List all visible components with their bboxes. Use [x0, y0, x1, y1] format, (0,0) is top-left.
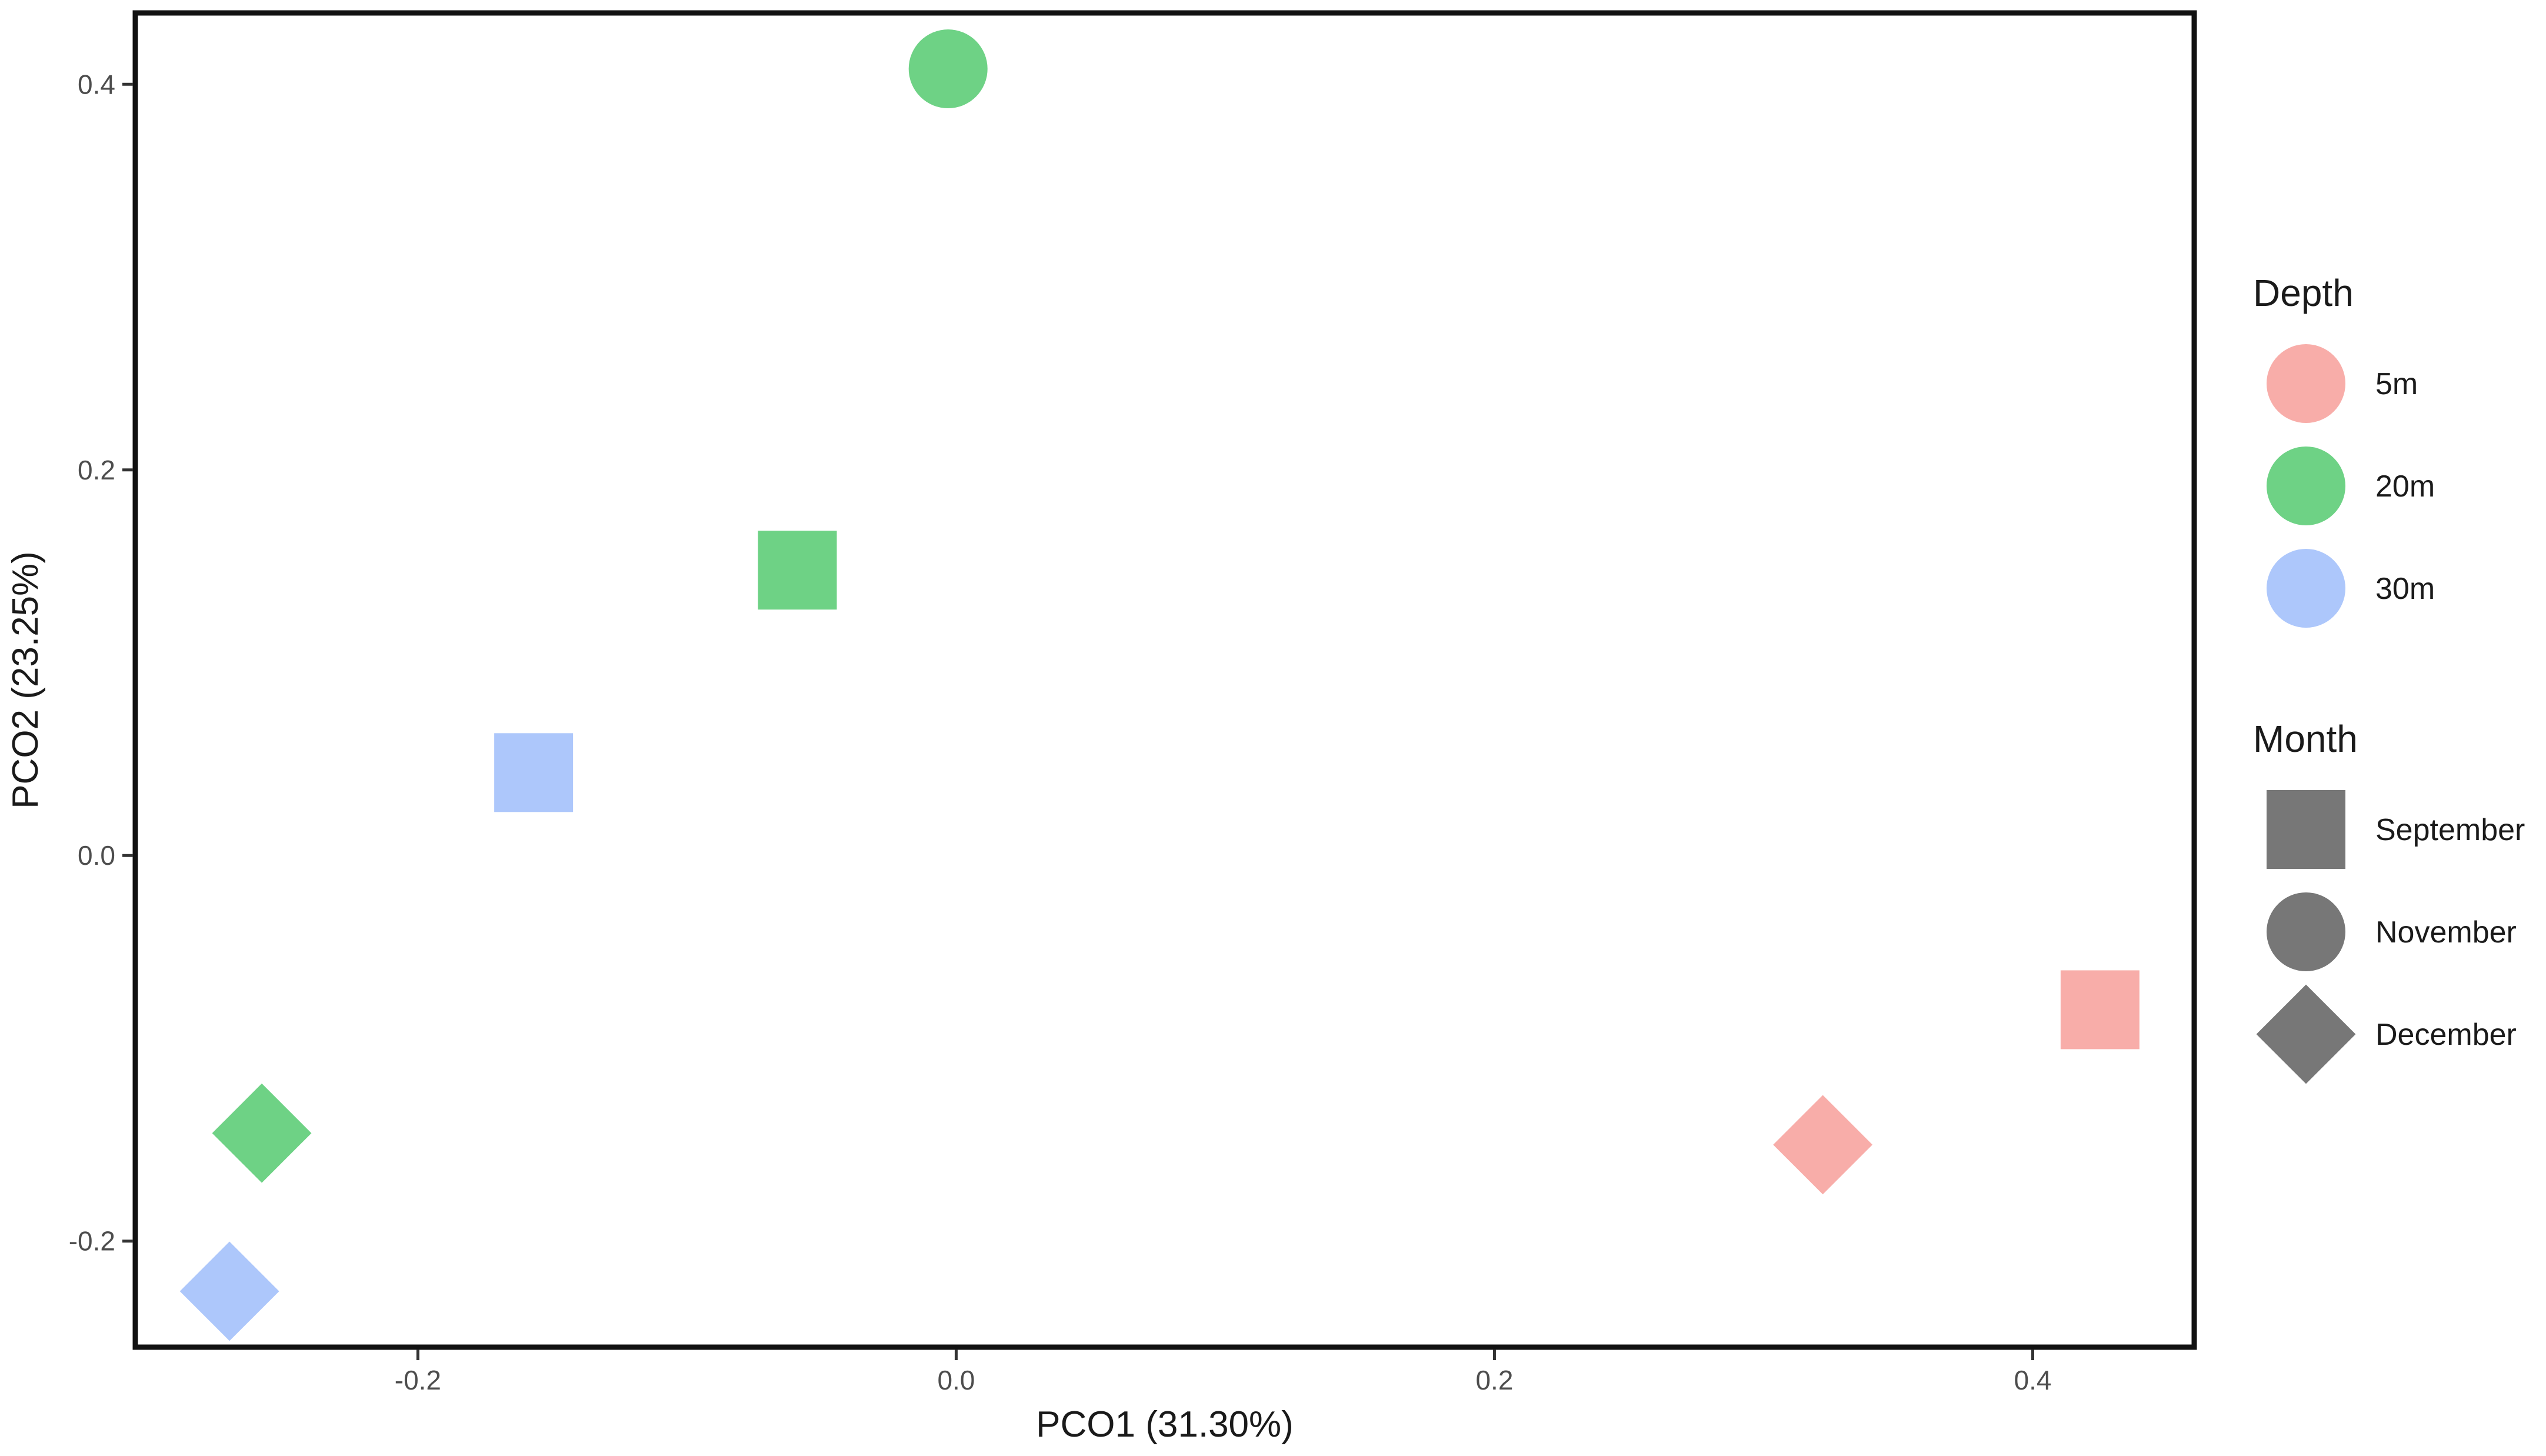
y-axis-title: PCO2 (23.25%) [5, 551, 46, 809]
y-tick-label: -0.2 [69, 1226, 115, 1257]
legend-depth-label-30m: 30m [2375, 572, 2435, 606]
data-point-30m-december [179, 1241, 279, 1341]
data-point-5m-september [2060, 970, 2140, 1049]
y-tick-label: 0.0 [78, 840, 115, 871]
legend-month-symbol-december [2256, 984, 2356, 1084]
data-point-20m-december [212, 1083, 312, 1183]
legend-month-label-november: November [2375, 915, 2517, 949]
legend-month-label-december: December [2375, 1018, 2517, 1052]
legend-depth-label-5m: 5m [2375, 367, 2418, 401]
axes: -0.2 0.0 0.2 0.4 -0.2 0.0 0.2 0.4 [69, 69, 2052, 1395]
data-point-5m-december [1773, 1095, 1873, 1195]
x-tick-label: -0.2 [395, 1365, 441, 1395]
y-tick-label: 0.4 [78, 69, 115, 99]
x-tick-label: 0.4 [2014, 1365, 2052, 1395]
legend-month-label-september: September [2375, 813, 2525, 847]
plot-frame [132, 10, 2197, 1350]
legend-month-symbol-september [2267, 790, 2345, 869]
legend-depth-swatch-20m [2267, 447, 2345, 525]
x-tick-label: 0.0 [937, 1365, 975, 1395]
depth-legend-title: Depth [2253, 272, 2354, 314]
legend-month-symbol-november [2267, 892, 2345, 971]
legend-depth-label-20m: 20m [2375, 469, 2435, 504]
x-tick-label: 0.2 [1475, 1365, 1513, 1395]
legend-depth-swatch-30m [2267, 549, 2345, 628]
legend-depth-swatch-5m [2267, 344, 2345, 423]
data-point-30m-september [494, 733, 574, 812]
data-point-20m-november [908, 29, 988, 109]
y-tick-label: 0.2 [78, 455, 115, 485]
legend: Depth 5m 20m 30m Month September November Decem… [2253, 272, 2525, 1084]
data-point-20m-september [758, 531, 837, 610]
plot-area [179, 29, 2140, 1341]
month-legend-title: Month [2253, 718, 2358, 760]
x-axis-title: PCO1 (31.30%) [1036, 1404, 1294, 1445]
